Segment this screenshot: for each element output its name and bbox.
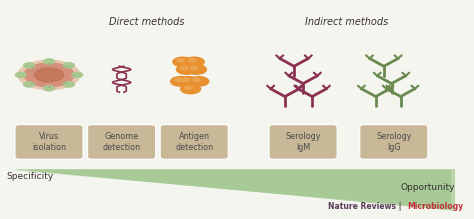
Polygon shape [1, 168, 455, 211]
Text: Opportunity: Opportunity [401, 183, 455, 192]
Circle shape [171, 77, 191, 86]
Circle shape [72, 72, 82, 78]
Circle shape [24, 82, 35, 87]
Circle shape [178, 77, 198, 86]
Text: Genome
detection: Genome detection [102, 132, 141, 152]
Circle shape [191, 66, 198, 70]
Circle shape [184, 57, 204, 67]
Text: Antigen
detection: Antigen detection [175, 132, 213, 152]
Circle shape [64, 63, 74, 68]
Text: Nature Reviews |: Nature Reviews | [328, 202, 404, 211]
Circle shape [186, 65, 207, 74]
Circle shape [177, 59, 184, 62]
Circle shape [16, 72, 27, 78]
Circle shape [181, 66, 188, 70]
Circle shape [175, 78, 182, 82]
Circle shape [173, 57, 193, 67]
Circle shape [24, 63, 74, 87]
Circle shape [64, 82, 74, 87]
Circle shape [188, 59, 196, 62]
Circle shape [44, 86, 55, 91]
Polygon shape [10, 170, 450, 209]
Text: Indirect methods: Indirect methods [305, 16, 388, 26]
Circle shape [189, 77, 209, 86]
Circle shape [44, 59, 55, 64]
Text: Specificity: Specificity [6, 172, 53, 181]
FancyBboxPatch shape [360, 125, 428, 159]
Circle shape [18, 60, 80, 90]
Circle shape [193, 78, 200, 82]
Circle shape [182, 78, 190, 82]
Text: Microbiology: Microbiology [408, 202, 464, 211]
Circle shape [181, 84, 201, 94]
Text: Serology
IgM: Serology IgM [285, 132, 321, 152]
FancyBboxPatch shape [160, 125, 228, 159]
Circle shape [185, 86, 192, 89]
Circle shape [176, 65, 196, 74]
Text: Serology
IgG: Serology IgG [376, 132, 411, 152]
Text: Direct methods: Direct methods [109, 16, 184, 26]
FancyBboxPatch shape [15, 125, 83, 159]
Text: Virus
isolation: Virus isolation [32, 132, 66, 152]
FancyBboxPatch shape [88, 125, 155, 159]
FancyBboxPatch shape [269, 125, 337, 159]
Circle shape [24, 63, 35, 68]
Circle shape [35, 68, 64, 82]
